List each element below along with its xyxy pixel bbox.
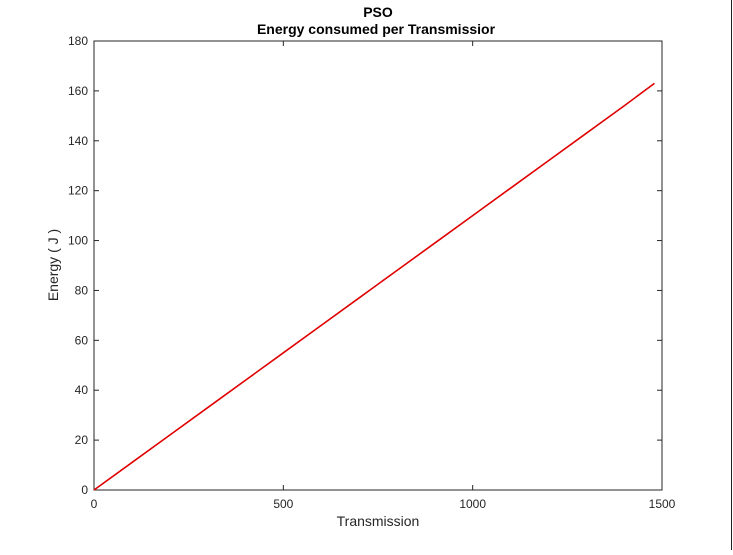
- x-tick-label: 0: [91, 497, 98, 511]
- x-axis-label: Transmission: [337, 513, 420, 529]
- x-axis-ticks: 0 500 1000 1500: [91, 41, 676, 511]
- y-tick-label: 60: [75, 333, 89, 347]
- y-tick-label: 120: [68, 184, 88, 198]
- y-tick-label: 160: [68, 84, 88, 98]
- y-tick-label: 100: [68, 234, 88, 248]
- y-tick-label: 180: [68, 34, 88, 48]
- x-tick-label: 1500: [649, 497, 676, 511]
- y-tick-label: 0: [81, 483, 88, 497]
- y-tick-label: 20: [75, 433, 89, 447]
- chart-subtitle: Energy consumed per Transmissior: [257, 21, 496, 37]
- y-axis-ticks: 0 20 40 60 80 100 120 140 160 180: [68, 34, 662, 497]
- x-tick-label: 1000: [459, 497, 486, 511]
- y-tick-label: 80: [75, 283, 89, 297]
- y-tick-label: 140: [68, 134, 88, 148]
- plot-area: [93, 40, 663, 491]
- series-line: [93, 82, 655, 491]
- y-axis-label: Energy ( J ): [45, 229, 61, 301]
- x-tick-label: 500: [273, 497, 293, 511]
- series-layer: [93, 82, 655, 491]
- y-tick-label: 40: [75, 383, 89, 397]
- window-edge: [731, 0, 732, 550]
- chart-title: PSO: [363, 4, 393, 20]
